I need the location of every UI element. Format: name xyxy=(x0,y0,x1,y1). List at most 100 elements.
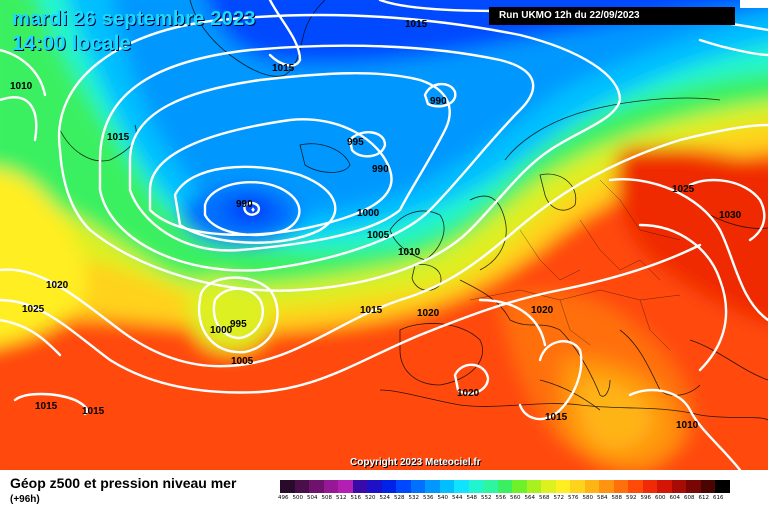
isobar-label: 1020 xyxy=(46,280,69,291)
scale-step: 612 xyxy=(699,480,715,504)
scale-label: 572 xyxy=(553,495,565,501)
scale-swatch xyxy=(367,480,382,493)
scale-step: 504 xyxy=(307,480,324,504)
isobar-label: 1015 xyxy=(360,305,383,316)
scale-swatch xyxy=(425,480,440,493)
isobar-label: 1005 xyxy=(367,230,390,241)
isobar-label: 1010 xyxy=(10,81,33,92)
scale-swatch xyxy=(439,480,454,493)
isobar-label: 1010 xyxy=(398,247,421,258)
isobar-label: 1015 xyxy=(35,401,58,412)
scale-swatch xyxy=(584,480,599,493)
scale-label: 500 xyxy=(292,495,304,501)
scale-label: 548 xyxy=(466,495,478,501)
scale-step: 512 xyxy=(336,480,353,504)
legend-title: Géop z500 et pression niveau mer xyxy=(10,475,237,491)
scale-step: 576 xyxy=(568,480,585,504)
isobar-label: 1015 xyxy=(107,132,130,143)
scale-swatch xyxy=(352,480,367,493)
isobar-label: 1025 xyxy=(672,184,695,195)
scale-step: 584 xyxy=(597,480,614,504)
scale-step: 604 xyxy=(669,480,686,504)
isobar-label: 995 xyxy=(230,319,247,330)
scale-swatch xyxy=(541,480,556,493)
scale-swatch xyxy=(555,480,570,493)
copyright-notice: Copyright 2023 Meteociel.fr xyxy=(350,457,481,468)
forecast-time: 14:00 locale xyxy=(12,32,132,55)
scale-label: 508 xyxy=(321,495,333,501)
scale-label: 516 xyxy=(350,495,362,501)
scale-step: 564 xyxy=(524,480,541,504)
low-center-marker: ♦ xyxy=(251,205,255,214)
scale-step: 596 xyxy=(640,480,657,504)
scale-swatch xyxy=(483,480,498,493)
scale-label: 584 xyxy=(597,495,608,501)
scale-step: 536 xyxy=(423,480,440,504)
scale-step: 496 xyxy=(278,480,295,504)
map-canvas: ♦ 1015 1015 1010 990 1015 995 990 990 1025 1030 10… xyxy=(0,0,768,470)
scale-step: 572 xyxy=(553,480,570,504)
isobar-label: 995 xyxy=(347,137,364,148)
scale-label: 540 xyxy=(437,495,449,501)
isobar-label: 990 xyxy=(236,199,253,210)
scale-step: 600 xyxy=(655,480,672,504)
isobar-label: 1015 xyxy=(82,406,105,417)
svg-text:♦: ♦ xyxy=(251,205,255,214)
scale-swatch xyxy=(454,480,469,493)
scale-label: 512 xyxy=(336,495,347,501)
isobar-label: 1010 xyxy=(676,420,699,431)
scale-step: 544 xyxy=(452,480,469,504)
scale-label: 496 xyxy=(278,495,289,501)
scale-step: 528 xyxy=(394,480,411,504)
scale-swatch xyxy=(599,480,614,493)
scale-label: 560 xyxy=(510,495,521,501)
scale-step: 552 xyxy=(481,480,498,504)
scale-label: 616 xyxy=(713,495,724,501)
scale-swatch xyxy=(642,480,657,493)
scale-label: 608 xyxy=(684,495,695,501)
isobar-label: 1030 xyxy=(719,210,742,221)
scale-label: 520 xyxy=(365,495,376,501)
scale-label: 524 xyxy=(379,495,391,501)
scale-label: 596 xyxy=(640,495,652,501)
scale-swatch xyxy=(338,480,353,493)
isobar-label: 1015 xyxy=(405,19,428,30)
scale-step: 588 xyxy=(611,480,628,504)
scale-label: 588 xyxy=(611,495,623,501)
scale-swatch xyxy=(686,480,701,493)
scale-label: 592 xyxy=(626,495,637,501)
scale-swatch xyxy=(570,480,585,493)
scale-swatch xyxy=(526,480,541,493)
forecast-date: mardi 26 septembre 2023 xyxy=(12,8,256,30)
scale-step: 508 xyxy=(321,480,338,504)
scale-label: 536 xyxy=(423,495,434,501)
scale-swatch xyxy=(628,480,643,493)
scale-label: 580 xyxy=(582,495,594,501)
scale-step: 616 xyxy=(713,480,730,504)
legend-panel: Géop z500 et pression niveau mer (+96h) … xyxy=(0,470,768,512)
scale-swatch xyxy=(657,480,672,493)
corner-logo xyxy=(740,0,768,8)
isobar-label: 1000 xyxy=(210,325,233,336)
scale-label: 552 xyxy=(481,495,492,501)
isobar-label: 990 xyxy=(430,96,447,107)
scale-step: 560 xyxy=(510,480,527,504)
scale-label: 604 xyxy=(669,495,681,501)
scale-swatch xyxy=(323,480,338,493)
scale-step: 568 xyxy=(539,480,556,504)
scale-swatch xyxy=(512,480,527,493)
scale-label: 564 xyxy=(524,495,536,501)
scale-swatch xyxy=(396,480,411,493)
isobar-label: 1025 xyxy=(22,304,45,315)
isobar-label: 1015 xyxy=(545,412,568,423)
scale-swatch xyxy=(613,480,628,493)
scale-swatch xyxy=(671,480,686,493)
scale-step: 548 xyxy=(466,480,483,504)
scale-label: 504 xyxy=(307,495,318,501)
isobar-label: 990 xyxy=(372,164,389,175)
scale-swatch xyxy=(715,480,730,493)
borders xyxy=(469,179,681,351)
legend-subtitle: (+96h) xyxy=(10,494,40,505)
scale-step: 580 xyxy=(582,480,599,504)
scale-label: 556 xyxy=(495,495,507,501)
